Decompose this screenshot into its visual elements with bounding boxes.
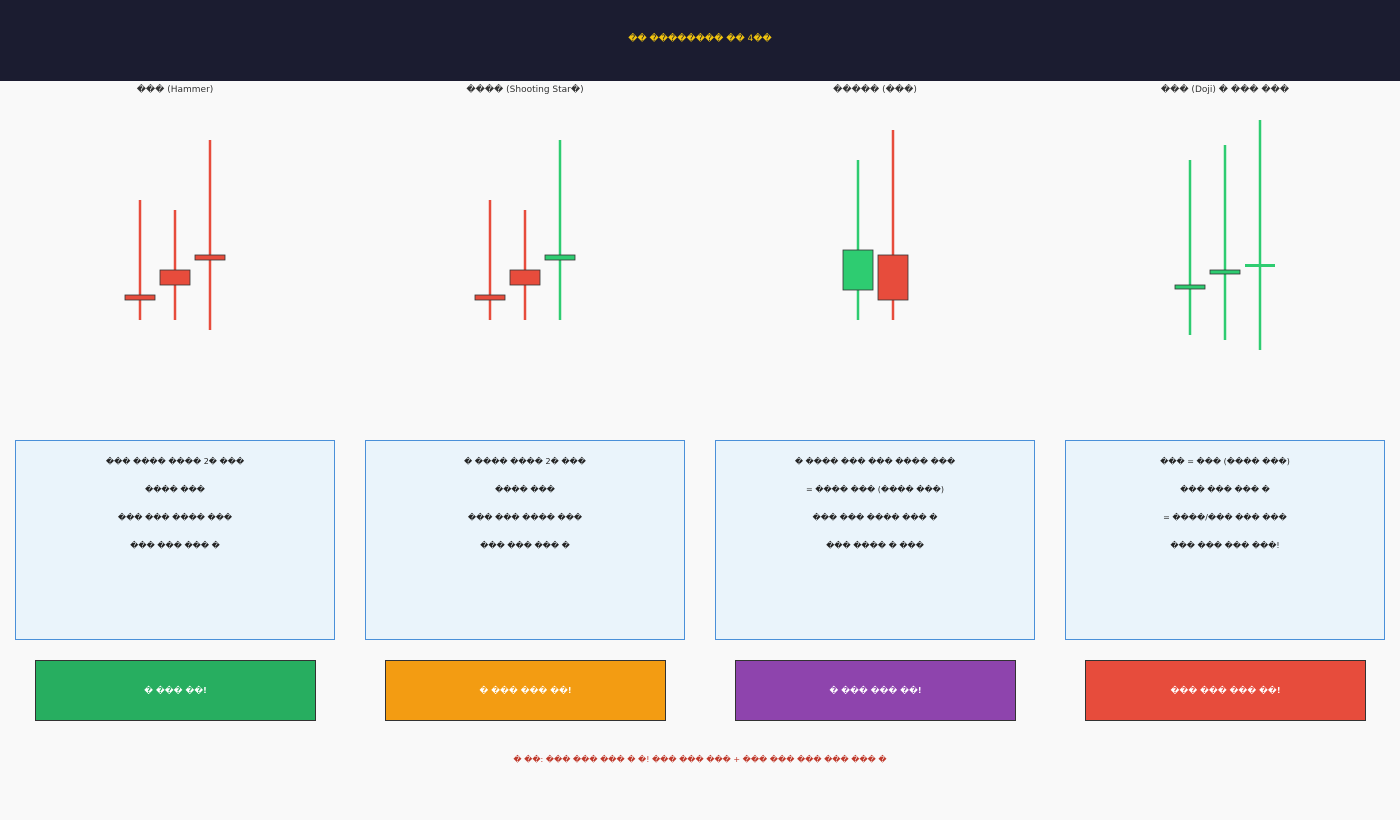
candle [159,210,191,320]
candle [509,210,541,320]
description-line: ��� ��� ��� ���! [1170,541,1280,550]
candle [1245,120,1275,350]
candle [544,140,576,320]
signal-box-engulfing: � ��� ��� ��! [735,660,1016,721]
candle [1209,145,1241,340]
description-line: = ����/��� ��� ��� [1163,513,1287,522]
description-line: ��� ��� ��� � [480,541,570,550]
description-line: ��� ���� � ��� [826,541,924,550]
description-box-hammer: ��� ���� ���� 2� ��� ���� ��� ��� ��� ��… [15,440,335,640]
shooting-star-pattern [474,140,576,320]
description-line: � ���� ��� ��� ���� ��� [794,457,956,466]
page-title: �� �������� �� 4�� [628,34,772,44]
description-line: = ���� ��� (���� ���) [806,485,944,494]
hammer-pattern [124,140,226,330]
description-box-shooting-star: � ���� ���� 2� ��� ���� ��� ��� ��� ����… [365,440,685,640]
panel-title-engulfing: ����� (���) [833,85,917,95]
description-line: ��� ��� ���� ��� [467,513,583,522]
candle [124,200,156,320]
description-box-engulfing: � ���� ��� ��� ���� ��� = ���� ��� (����… [715,440,1035,640]
description-box-doji: ��� = ��� (���� ���) ��� ��� ��� � = ���… [1065,440,1385,640]
description-line: ���� ��� [145,485,205,494]
candle [877,130,909,320]
description-line: � ���� ���� 2� ��� [464,457,586,466]
description-line: ��� ��� ���� ��� [117,513,233,522]
footer-note: � ��: ��� ��� ��� � �! ��� ��� ��� + ���… [513,755,887,764]
doji-pattern [1174,120,1275,350]
candle [1174,160,1206,335]
panel-title-shooting-star: ���� (Shooting Star�) [466,85,584,95]
candle [842,160,874,320]
signal-box-shooting-star: � ��� ��� ��! [385,660,666,721]
description-line: ��� ��� ��� � [1180,485,1270,494]
engulfing-pattern [842,130,909,320]
signal-box-hammer: � ��� ��! [35,660,316,721]
candlestick-illustrations [124,120,1275,350]
candle [474,200,506,320]
description-line: ��� ���� ���� 2� ��� [105,457,245,466]
description-line: ��� ��� ��� � [130,541,220,550]
description-line: ��� ��� ���� ��� � [812,513,938,522]
panel-title-doji: ��� (Doji) � ��� ��� [1160,85,1290,95]
signal-box-doji: ��� ��� ��� ��! [1085,660,1366,721]
candle [194,140,226,330]
header-bar: �� �������� �� 4�� [0,0,1400,81]
description-line: ��� = ��� (���� ���) [1160,457,1290,466]
description-line: ���� ��� [495,485,555,494]
panel-title-hammer: ��� (Hammer) [136,85,214,95]
